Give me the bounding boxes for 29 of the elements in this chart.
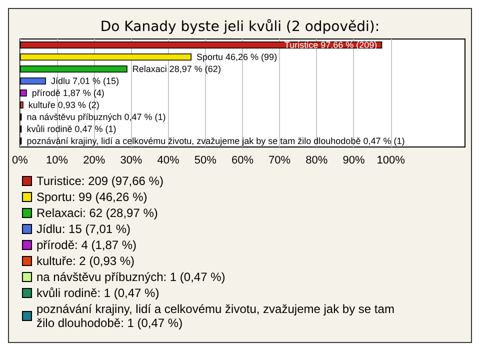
data-label: poznávání krajiny, lidí a celkovému životu, zvažujeme jak by se tam žilo dlouhodobě 0,47 % (1) — [26, 136, 405, 146]
data-label: kvůli rodině 0,47 % (1) — [26, 124, 116, 134]
data-label: na návštěvu příbuzných 0,47 % (1) — [26, 112, 166, 122]
data-label: Relaxaci 28,97 % (62) — [132, 64, 221, 74]
data-label: Sportu 46,26 % (99) — [196, 52, 278, 62]
data-label: kultuře 0,93 % (2) — [28, 100, 100, 110]
x-tick-label: 60% — [231, 154, 254, 166]
legend-label: kvůli rodině: 1 (0,47 %) — [36, 286, 160, 300]
x-tick-label: 100% — [376, 154, 406, 166]
x-tick-label: 10% — [46, 154, 68, 166]
x-tick-label: 40% — [157, 154, 180, 166]
legend-label: Turistice: 209 (97,66 %) — [36, 174, 164, 188]
legend-label: Relaxaci: 62 (28,97 %) — [36, 206, 158, 220]
x-tick-label: 50% — [194, 154, 217, 166]
legend-label: přírodě: 4 (1,87 %) — [36, 238, 137, 252]
x-tick-label: 90% — [342, 154, 365, 166]
legend-label: na návštěvu příbuzných: 1 (0,47 %) — [36, 270, 226, 284]
data-label: přírodě 1,87 % (4) — [32, 88, 104, 98]
legend-label: Sportu: 99 (46,26 %) — [36, 190, 148, 204]
legend-label: kultuře: 2 (0,93 %) — [36, 254, 135, 268]
legend-label: poznávání krajiny, lidí a celkovému životu, zvažujeme jak by se tam žilo dlouhodobě: 1 (0,47 %) — [36, 302, 398, 330]
x-tick-label: 20% — [83, 154, 106, 166]
x-tick-label: 30% — [120, 154, 142, 166]
x-tick-label: 0% — [12, 154, 28, 166]
data-label: Jídlu 7,01 % (15) — [50, 76, 119, 86]
x-tick-label: 70% — [268, 154, 291, 166]
x-tick-label: 80% — [306, 154, 328, 166]
legend-label: Jídlu: 15 (7,01 %) — [36, 222, 131, 236]
chart-title: Do Kanady byste jeli kvůli (2 odpovědi): — [100, 19, 380, 35]
